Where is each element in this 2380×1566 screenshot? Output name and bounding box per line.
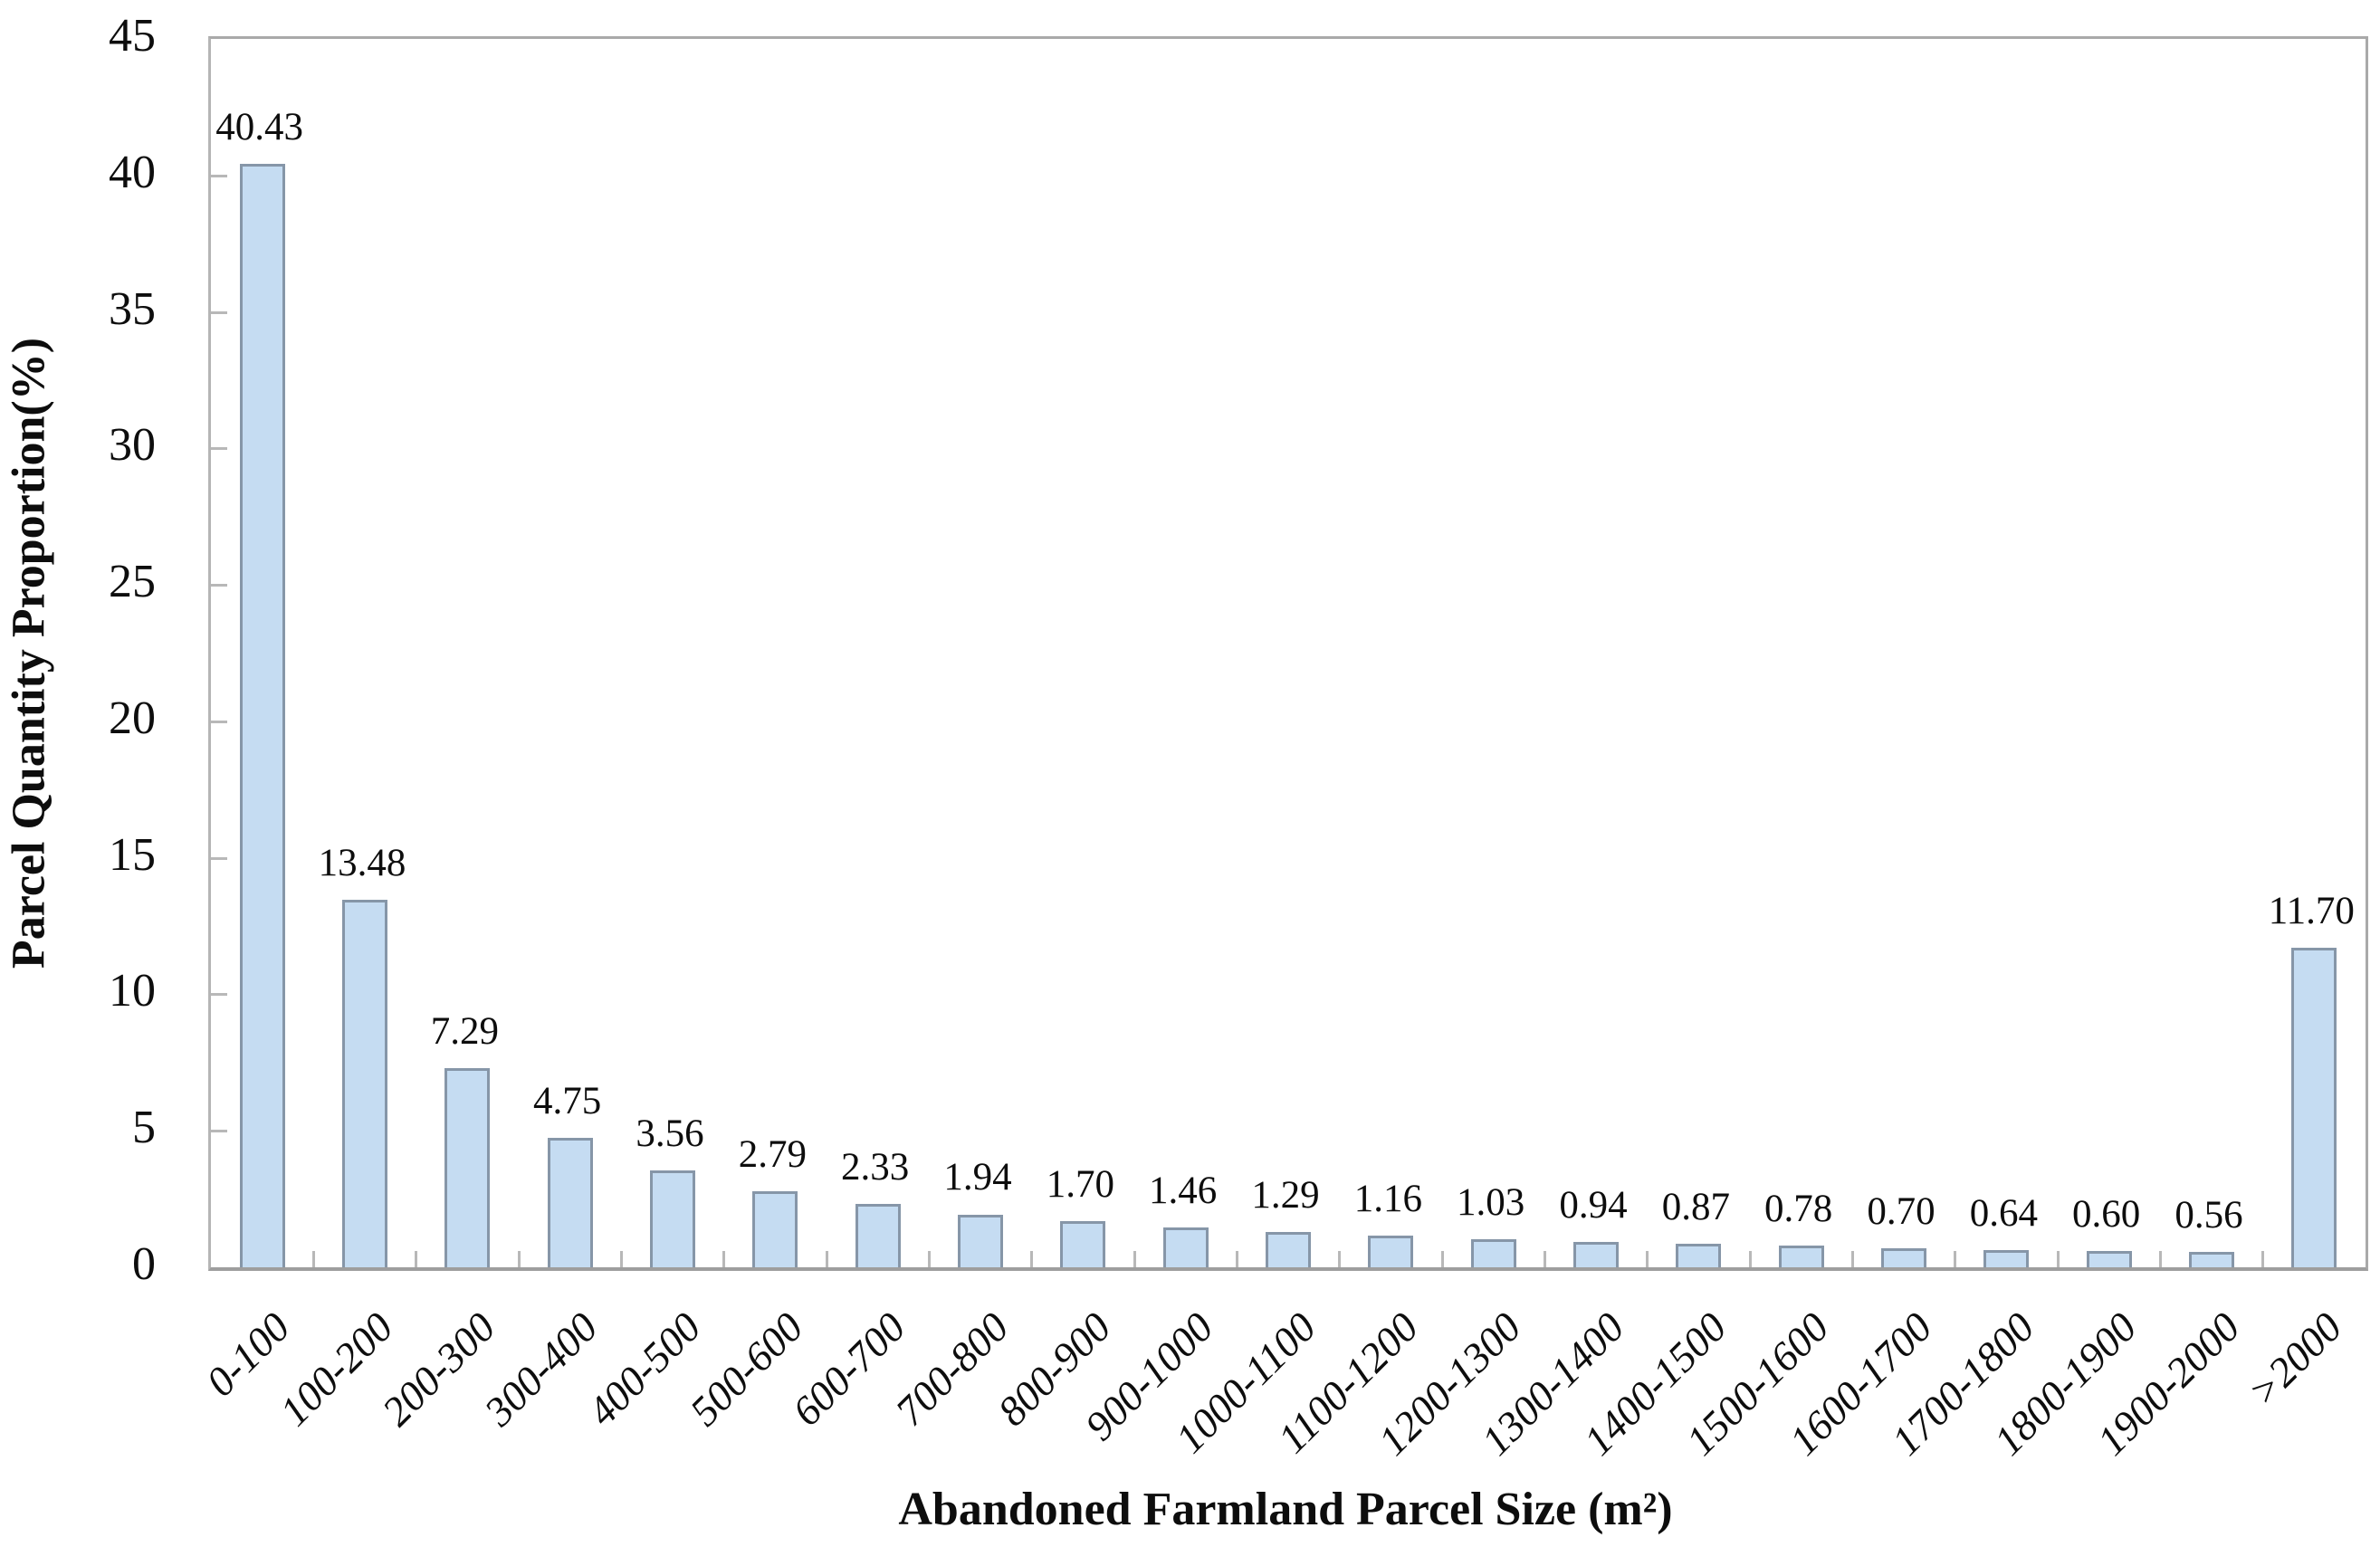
y-axis-tick — [211, 447, 227, 451]
bar — [239, 163, 285, 1267]
x-axis-tick — [1954, 1251, 1957, 1267]
bar-value-label: 4.75 — [533, 1079, 602, 1122]
bar-value-label: 1.16 — [1353, 1178, 1422, 1221]
bar — [2189, 1252, 2234, 1267]
x-tick-label: 500-600 — [681, 1303, 812, 1435]
y-axis-tick — [211, 310, 227, 314]
y-tick-label: 10 — [109, 965, 156, 1017]
x-tick-label: 700-800 — [885, 1303, 1018, 1435]
y-tick-label: 0 — [132, 1238, 156, 1290]
x-axis-tick — [1338, 1251, 1342, 1267]
x-axis-tick — [1030, 1251, 1034, 1267]
bar — [1060, 1220, 1106, 1267]
y-tick-label: 15 — [109, 828, 156, 881]
x-axis-tick — [2056, 1251, 2060, 1267]
plot-area — [208, 36, 2368, 1271]
x-tick-label: 600-700 — [783, 1303, 915, 1435]
x-axis-tick — [927, 1251, 931, 1267]
y-tick-label: 45 — [109, 10, 156, 62]
x-axis-tick — [2158, 1251, 2162, 1267]
y-axis-tick — [211, 856, 227, 860]
y-tick-label: 5 — [132, 1102, 156, 1154]
x-axis-tick — [415, 1251, 418, 1267]
bar — [855, 1203, 901, 1267]
y-axis-tick — [211, 993, 227, 997]
x-axis-tick — [2261, 1251, 2265, 1267]
x-axis-tick — [1543, 1251, 1546, 1267]
bar-value-label: 0.78 — [1764, 1188, 1833, 1231]
y-tick-label: 30 — [109, 419, 156, 472]
x-axis-tick — [1748, 1251, 1752, 1267]
y-tick-label: 35 — [109, 282, 156, 335]
x-axis-tick — [1646, 1251, 1649, 1267]
x-axis-tick — [722, 1251, 726, 1267]
bar — [752, 1190, 798, 1267]
x-tick-label: 300-400 — [475, 1303, 607, 1435]
bar — [1676, 1243, 1722, 1267]
bar — [1368, 1236, 1414, 1267]
bar — [958, 1214, 1003, 1267]
bar — [1983, 1249, 2030, 1267]
bar-value-label: 0.70 — [1867, 1189, 1936, 1233]
x-axis-tick — [1235, 1251, 1238, 1267]
bar — [342, 899, 387, 1267]
x-tick-label: 400-500 — [578, 1303, 710, 1435]
bar — [1470, 1238, 1516, 1267]
bar-value-label: 0.56 — [2174, 1194, 2243, 1237]
bar-value-label: 1.70 — [1046, 1162, 1114, 1206]
x-axis-tick — [1440, 1251, 1444, 1267]
bar — [2086, 1250, 2132, 1267]
bar-value-label: 0.60 — [2072, 1192, 2141, 1236]
bar — [547, 1137, 593, 1267]
x-axis-tick — [517, 1251, 521, 1267]
y-tick-label: 25 — [109, 556, 156, 608]
bar — [444, 1068, 491, 1267]
bar-value-label: 7.29 — [430, 1010, 499, 1054]
bar — [2291, 948, 2337, 1267]
y-axis-tick — [211, 1130, 227, 1133]
bar — [1778, 1246, 1824, 1267]
bar — [1266, 1232, 1311, 1267]
bar-value-label: 40.43 — [215, 105, 304, 148]
bar-value-label: 11.70 — [2268, 890, 2355, 933]
bar-value-label: 1.03 — [1457, 1180, 1525, 1224]
x-axis-tick — [311, 1251, 315, 1267]
x-axis-tick — [825, 1251, 828, 1267]
y-axis-title: Parcel Quantity Proportion(%) — [3, 337, 55, 969]
x-axis-title: Abandoned Farmland Parcel Size (m²) — [898, 1484, 1673, 1535]
bar — [650, 1170, 695, 1267]
bar-value-label: 2.33 — [841, 1145, 910, 1189]
y-axis-tick — [211, 174, 227, 177]
x-axis-tick — [1850, 1251, 1854, 1267]
y-axis-tick — [211, 720, 227, 723]
x-tick-label: 100-200 — [270, 1303, 402, 1435]
y-tick-label: 20 — [109, 692, 156, 744]
bar-value-label: 13.48 — [318, 841, 406, 884]
x-tick-label: 200-300 — [373, 1303, 504, 1435]
bar-value-label: 0.64 — [1969, 1191, 2038, 1235]
bar — [1881, 1247, 1926, 1267]
x-axis-tick — [1133, 1251, 1136, 1267]
bar — [1573, 1241, 1619, 1267]
bar-value-label: 1.94 — [943, 1156, 1012, 1199]
bar — [1162, 1227, 1209, 1267]
bar-value-label: 0.94 — [1559, 1183, 1628, 1227]
bar-value-label: 0.87 — [1661, 1185, 1730, 1228]
bar-value-label: 2.79 — [738, 1132, 807, 1176]
bar-value-label: 1.29 — [1251, 1174, 1320, 1217]
x-axis-tick — [619, 1251, 623, 1267]
bar-value-label: 3.56 — [636, 1112, 704, 1155]
y-axis-tick — [211, 584, 227, 587]
y-tick-label: 40 — [109, 146, 156, 198]
bar-value-label: 1.46 — [1149, 1169, 1218, 1212]
x-tick-label: >2000 — [2239, 1303, 2351, 1416]
